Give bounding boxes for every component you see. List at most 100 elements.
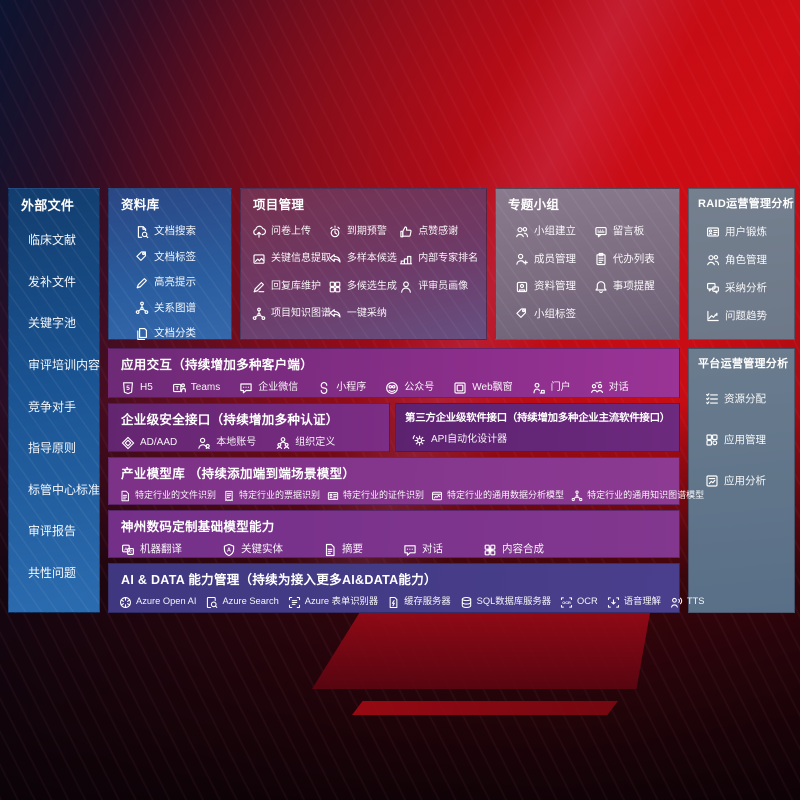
capability-item[interactable]: 对话: [403, 543, 443, 557]
group-item[interactable]: 小组建立: [515, 225, 594, 239]
tag-icon: [135, 250, 149, 264]
project-item[interactable]: 关键信息提取: [252, 252, 331, 266]
auth-item[interactable]: 本地账号: [197, 436, 256, 450]
repository-item[interactable]: 文档标签: [135, 250, 231, 264]
service-item[interactable]: OCR OCR: [560, 596, 598, 609]
dialog-icon: [590, 381, 604, 395]
model-item[interactable]: 特定行业的通用数据分析模型: [431, 490, 564, 502]
panel-title: AI & DATA 能力管理（持续为接入更多AI&DATA能力）: [121, 573, 437, 587]
adopt-arrow-icon: [328, 307, 342, 321]
checklist-icon: [705, 392, 719, 406]
alarm-icon: [328, 225, 342, 239]
panel-title: 外部文件: [21, 198, 75, 213]
tiles-icon: [328, 280, 342, 294]
sidebar-item[interactable]: 指导原则: [28, 441, 77, 456]
service-item[interactable]: 语音理解: [607, 596, 661, 609]
client-item[interactable]: 企业微信: [239, 381, 298, 395]
thirdparty-item[interactable]: API自动化设计器: [412, 433, 507, 447]
form-recognizer-icon: [288, 596, 301, 609]
sidebar-item[interactable]: 审评培训内容: [28, 357, 101, 372]
group-item[interactable]: 资料管理: [515, 280, 594, 294]
project-item[interactable]: 内部专家排名: [399, 252, 482, 266]
project-item[interactable]: 评审员画像: [399, 280, 482, 294]
panel-title: 平台运营管理分析: [698, 358, 789, 370]
project-management-panel: 项目管理 问卷上传 到期预警 点赞感谢 关键信息提取 多样本候选 内部专家排名 回复库维护多…: [240, 188, 487, 340]
cloud-upload-icon: [252, 225, 266, 239]
project-item[interactable]: 一键采纳: [328, 307, 399, 321]
model-item[interactable]: 特定行业的文件识别: [119, 490, 216, 502]
platform-item[interactable]: 资源分配: [705, 392, 794, 406]
capability-item[interactable]: 摘要: [323, 543, 363, 557]
service-item[interactable]: 缓存服务器: [387, 596, 451, 609]
client-item[interactable]: 小程序: [317, 381, 366, 395]
service-item[interactable]: Azure 表单识别器: [288, 596, 378, 609]
svg-text:文: 文: [128, 548, 133, 555]
raid-analysis-panel: RAID运营管理分析 用户锻炼角色管理采纳分析问题趋势: [688, 188, 795, 340]
client-item[interactable]: Web飘窗: [453, 381, 513, 395]
album-icon: [515, 280, 529, 294]
client-item[interactable]: T Teams: [172, 381, 220, 395]
security-interface-panel: 企业级安全接口（持续增加多种认证） AD/AAD 本地账号 组织定义: [108, 403, 390, 452]
sidebar-item[interactable]: 标管中心标准: [28, 482, 101, 497]
client-item[interactable]: 5 H5: [121, 381, 153, 395]
service-item[interactable]: SQL数据库服务器: [460, 596, 551, 609]
person-icon: [399, 280, 413, 294]
model-item[interactable]: 特定行业的票据识别: [223, 490, 320, 502]
auth-item[interactable]: 组织定义: [276, 436, 335, 450]
client-item[interactable]: 公众号: [385, 381, 434, 395]
project-item[interactable]: 回复库维护: [252, 280, 328, 294]
raid-item[interactable]: 采纳分析: [706, 281, 794, 295]
group-item[interactable]: 事项提醒: [594, 280, 679, 294]
sidebar-item[interactable]: 发补文件: [28, 274, 77, 289]
base-model-panel: 神州数码定制基础模型能力 A 文机器翻译 A 关键实体 摘要 对话 内容合成: [108, 510, 680, 558]
industry-model-panel: 产业模型库 （持续添加端到端场景模型） 特定行业的文件识别 特定行业的票据识别 特定…: [108, 457, 704, 505]
model-item[interactable]: 特定行业的证件识别: [327, 490, 424, 502]
sidebar-item[interactable]: 关键字池: [28, 316, 77, 331]
project-item[interactable]: 多样本候选: [328, 252, 399, 266]
ai-data-panel: AI & DATA 能力管理（持续为接入更多AI&DATA能力） Azure O…: [108, 563, 704, 613]
bell-icon: [594, 280, 608, 294]
raid-item[interactable]: 角色管理: [706, 253, 794, 267]
sidebar-item[interactable]: 临床文献: [28, 233, 77, 247]
sidebar-item[interactable]: 共性问题: [28, 566, 77, 580]
reply-arrow-icon: [328, 252, 342, 266]
client-item[interactable]: 对话: [590, 381, 629, 395]
service-item[interactable]: Azure Search: [205, 596, 279, 609]
service-item[interactable]: Azure Open AI: [119, 596, 196, 609]
sidebar-item[interactable]: 审评报告: [28, 524, 77, 539]
project-item[interactable]: 多候选生成: [328, 280, 399, 294]
project-item[interactable]: 项目知识图谱: [252, 307, 331, 321]
platform-item[interactable]: 应用管理: [705, 433, 794, 447]
people-icon: [706, 253, 720, 267]
external-files-panel: 外部文件 临床文献发补文件关键字池审评培训内容 竞争对手指导原则标管中心标准 审评报…: [8, 188, 100, 613]
panel-title: RAID运营管理分析: [698, 198, 794, 210]
platform-item[interactable]: 应用分析: [705, 474, 794, 488]
sidebar-item[interactable]: 竞争对手: [28, 399, 77, 414]
repository-item[interactable]: 文档搜索: [135, 225, 231, 239]
service-item[interactable]: TTS: [670, 596, 704, 609]
group-item[interactable]: 小组标签: [515, 307, 594, 321]
panel-title: 专题小组: [508, 198, 560, 212]
project-item[interactable]: 点赞感谢: [399, 225, 482, 239]
capability-item[interactable]: 内容合成: [483, 543, 544, 557]
capability-item[interactable]: A 文机器翻译: [121, 543, 182, 557]
group-item[interactable]: 成员管理: [515, 252, 594, 266]
raid-item[interactable]: 用户锻炼: [706, 225, 794, 239]
auth-item[interactable]: AD/AAD: [121, 436, 177, 450]
svg-text:5: 5: [126, 384, 130, 391]
repository-item[interactable]: 关系图谱: [135, 301, 231, 315]
clipboard-icon: [594, 252, 608, 266]
project-item[interactable]: 问卷上传: [252, 225, 328, 239]
raid-item[interactable]: 问题趋势: [706, 309, 794, 323]
client-item[interactable]: 门户: [532, 381, 571, 395]
repository-item[interactable]: 文档分类: [135, 327, 231, 341]
group-item[interactable]: 留言板: [594, 225, 679, 239]
project-item[interactable]: 到期预警: [328, 225, 399, 239]
group-item[interactable]: 代办列表: [594, 252, 679, 266]
capability-item[interactable]: A 关键实体: [222, 543, 283, 557]
html5-icon: 5: [121, 381, 135, 395]
svg-text:OCR: OCR: [562, 600, 571, 605]
model-item[interactable]: 特定行业的通用知识图谱模型: [571, 490, 704, 502]
person-add-icon: [515, 252, 529, 266]
repository-item[interactable]: 高亮提示: [135, 276, 231, 290]
